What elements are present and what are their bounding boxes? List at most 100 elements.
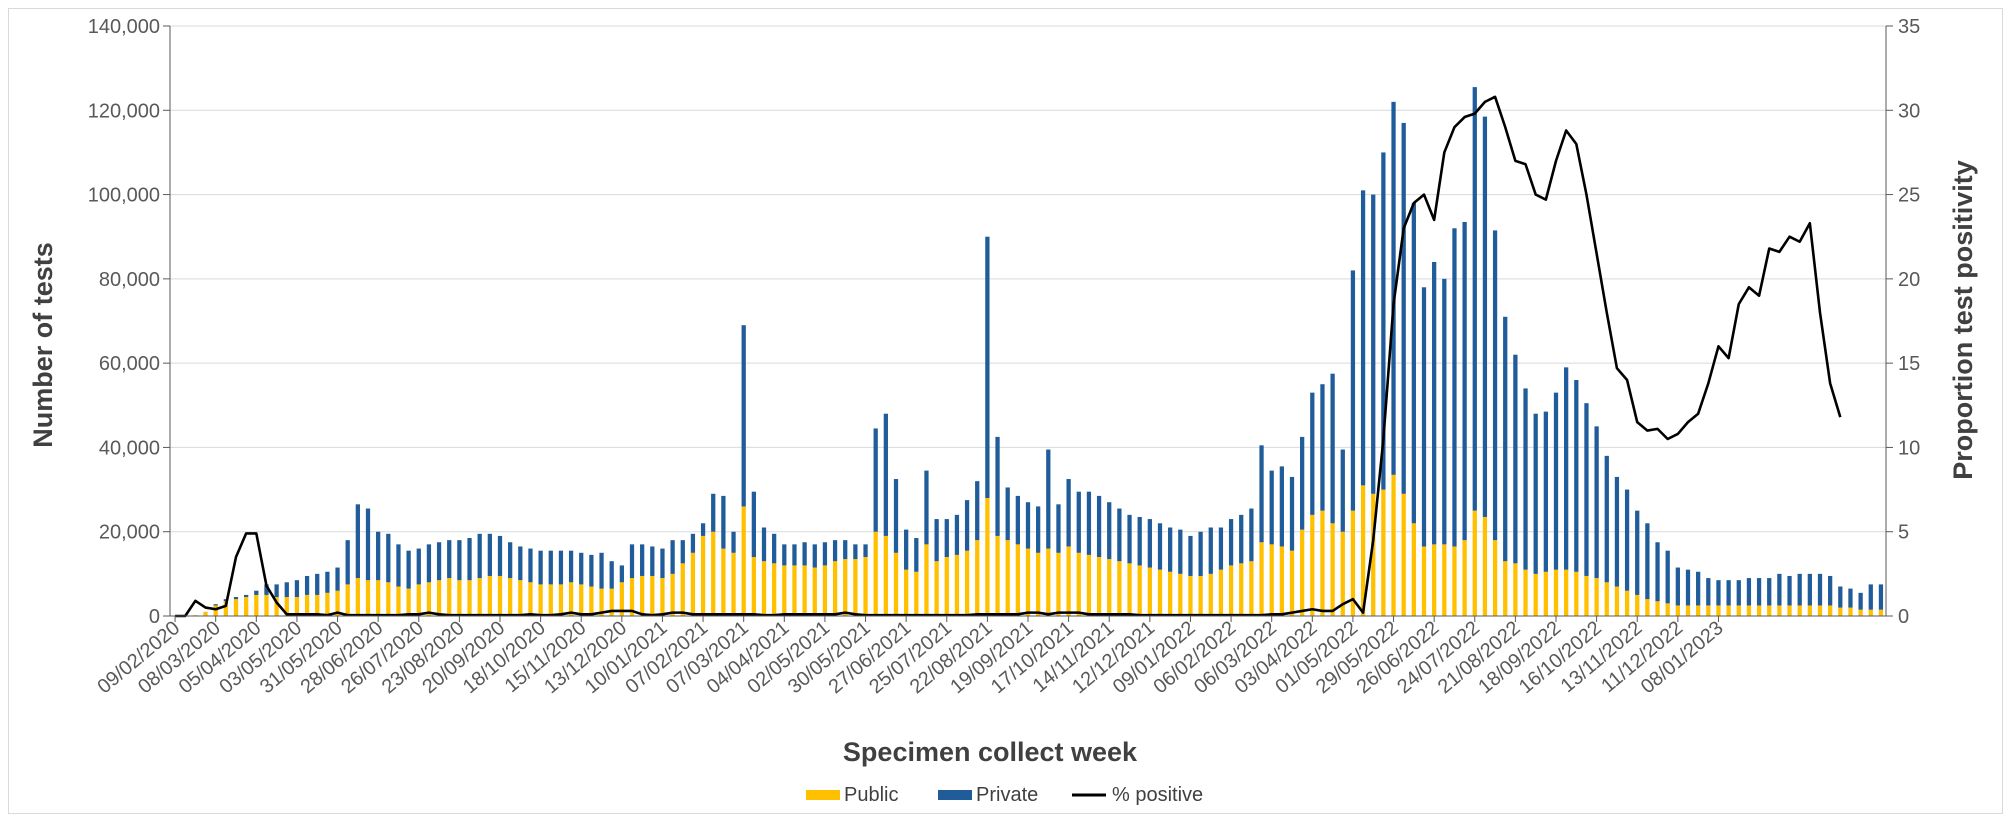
bar-private — [1381, 152, 1386, 490]
bar-public — [1726, 605, 1731, 616]
bar-public — [497, 575, 503, 616]
bar-private — [711, 493, 716, 532]
bar-private — [264, 584, 269, 595]
bar-private — [1533, 413, 1538, 574]
bar-public — [1127, 563, 1132, 616]
bar-public — [721, 548, 726, 616]
bar-public — [467, 580, 472, 616]
bar-private — [1452, 228, 1457, 547]
bar-private — [1828, 575, 1833, 606]
bar-public — [1848, 607, 1853, 616]
bar-public — [1675, 605, 1680, 616]
bar-private — [1472, 87, 1477, 511]
bar-public — [761, 561, 767, 616]
bar-public — [1574, 571, 1579, 616]
bar-public — [284, 597, 289, 616]
bar-public — [294, 597, 300, 616]
bar-public — [1523, 569, 1528, 616]
bar-private — [1117, 508, 1122, 562]
bar-public — [822, 565, 828, 616]
bar-private — [1523, 388, 1528, 570]
bar-private — [568, 550, 574, 583]
bar-public — [1259, 542, 1264, 616]
bar-public — [985, 498, 990, 616]
bar-public — [873, 531, 878, 616]
bar-public — [934, 561, 939, 616]
bar-public — [914, 571, 919, 616]
bar-private — [640, 544, 645, 576]
bar-public — [1645, 599, 1650, 616]
bar-private — [670, 540, 675, 574]
bar-private — [690, 533, 696, 553]
bar-private — [1513, 354, 1518, 564]
bar-private — [1868, 584, 1873, 610]
bar-private — [518, 546, 523, 581]
bar-private — [1198, 531, 1203, 576]
bar-public — [1584, 575, 1589, 616]
y2-tick-label: 10 — [1898, 437, 1920, 459]
bar-public — [1330, 523, 1335, 616]
bar-public — [1066, 546, 1071, 616]
bar-public — [386, 582, 391, 616]
bar-private — [447, 540, 452, 579]
bar-private — [1624, 489, 1630, 591]
bar-private — [436, 542, 442, 581]
bar-public — [1421, 546, 1427, 616]
bar-public — [1492, 540, 1498, 616]
bar-public — [1635, 594, 1640, 616]
bar-private — [1635, 510, 1640, 595]
bar-private — [1259, 445, 1264, 543]
bar-public — [1289, 550, 1295, 616]
bar-public — [1107, 559, 1112, 616]
bar-public — [883, 535, 888, 616]
bar-private — [1462, 221, 1467, 541]
bar-private — [1350, 270, 1356, 511]
bar-private — [904, 529, 909, 570]
bar-public — [315, 594, 320, 616]
y2-axis-title: Proportion test positivity — [1948, 160, 1978, 480]
bar-public — [863, 557, 868, 616]
bar-public — [1117, 561, 1122, 616]
y-tick-label: 20,000 — [99, 522, 160, 544]
bar-public — [325, 592, 330, 616]
bar-private — [1746, 578, 1752, 606]
bar-private — [1127, 514, 1132, 564]
gridlines — [170, 25, 1886, 533]
bar-public — [975, 540, 980, 616]
bar-public — [1208, 573, 1213, 616]
bar-public — [629, 578, 635, 616]
bar-public — [457, 580, 462, 616]
bar-private — [386, 533, 391, 583]
bar-private — [508, 542, 513, 579]
bar-public — [548, 584, 553, 616]
bar-public — [751, 557, 756, 616]
y2-tick-label: 20 — [1898, 269, 1920, 291]
bar-public — [396, 586, 401, 616]
bar-public — [731, 552, 736, 616]
bar-public — [335, 590, 340, 616]
bar-private — [213, 604, 218, 606]
bar-private — [1269, 470, 1274, 545]
bar-public — [1371, 493, 1376, 616]
bar-public — [1360, 485, 1366, 616]
bar-public — [1858, 609, 1863, 616]
bar-private — [1310, 392, 1315, 515]
bar-private — [761, 527, 767, 562]
bar-private — [1056, 504, 1061, 553]
bar-private — [873, 428, 878, 532]
bar-private — [1086, 491, 1092, 555]
legend: Public Private % positive — [806, 784, 1203, 806]
bar-private — [406, 550, 411, 589]
bar-private — [304, 575, 310, 595]
bar-private — [1797, 573, 1802, 606]
bar-public — [447, 578, 452, 616]
bar-public — [1015, 544, 1020, 616]
bar-private — [1289, 476, 1295, 551]
bar-public — [244, 597, 249, 616]
bar-private — [1178, 529, 1183, 574]
bar-public — [1147, 567, 1152, 616]
bar-public — [406, 588, 411, 616]
bar-public — [893, 552, 899, 616]
bar-private — [934, 519, 939, 562]
bar-private — [365, 508, 371, 581]
